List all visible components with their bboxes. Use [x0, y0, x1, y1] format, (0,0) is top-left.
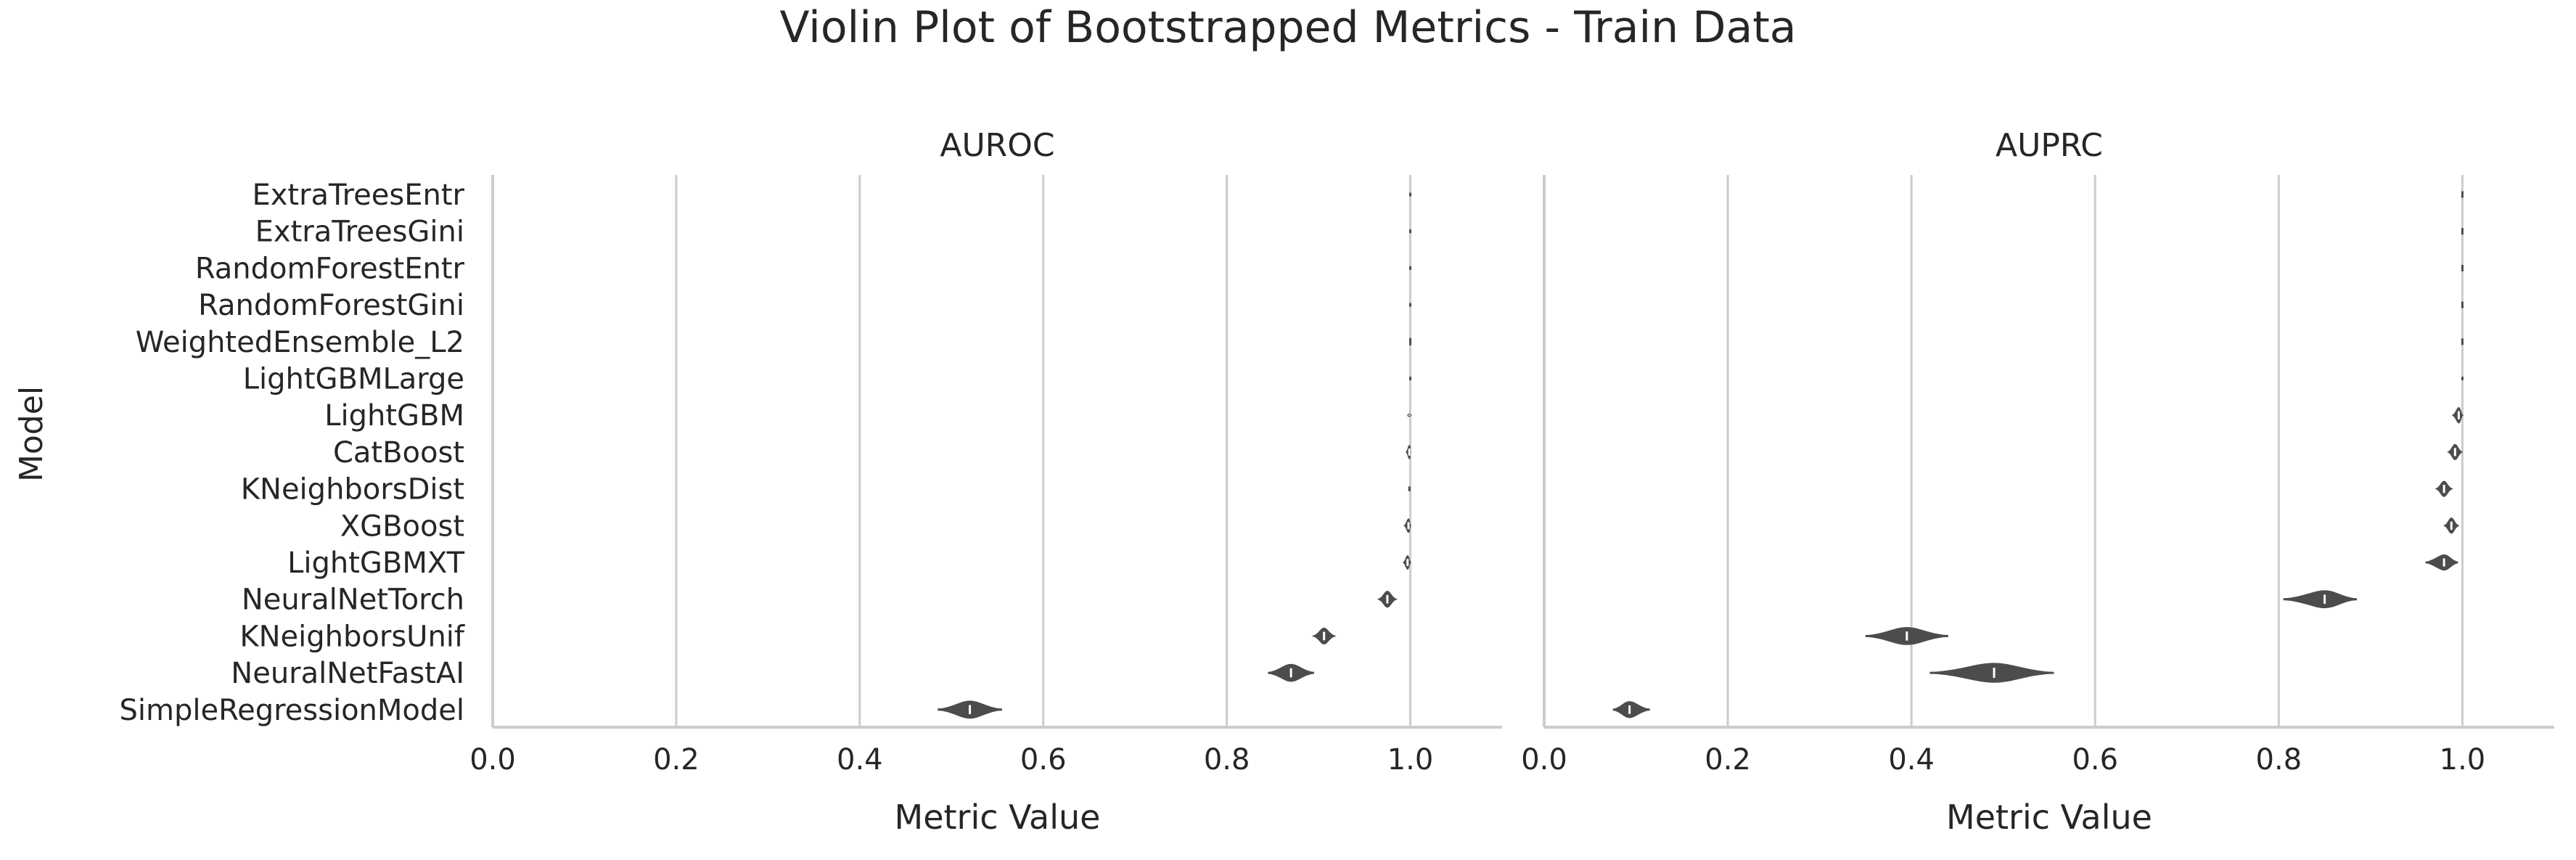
x-tick-label: 0.2 — [653, 743, 700, 777]
y-tick-label: XGBoost — [340, 509, 464, 543]
y-tick-label: LightGBMXT — [287, 546, 464, 580]
y-tick-label: KNeighborsUnif — [239, 620, 465, 653]
y-tick-label: LightGBMLarge — [243, 363, 464, 396]
violin — [1865, 626, 1948, 645]
x-tick-label: 0.8 — [2256, 743, 2302, 777]
x-tick-label: 0.6 — [1020, 743, 1067, 777]
x-tick-label: 0.4 — [837, 743, 883, 777]
violin — [2443, 517, 2460, 534]
violin — [2451, 407, 2464, 424]
violin — [2447, 443, 2464, 461]
y-tick-label: NeuralNetTorch — [242, 583, 464, 617]
y-tick-label: WeightedEnsemble_L2 — [136, 326, 464, 359]
y-tick-label: KNeighborsDist — [241, 473, 464, 507]
violin — [1406, 445, 1411, 459]
y-tick-label: RandomForestGini — [198, 289, 464, 322]
violin — [1407, 413, 1413, 417]
violin — [1311, 627, 1337, 645]
violin — [1929, 663, 2054, 683]
violin — [1402, 555, 1412, 570]
x-tick-label: 0.0 — [469, 743, 516, 777]
x-tick-label: 0.6 — [2072, 743, 2118, 777]
y-tick-label: LightGBM — [324, 399, 464, 433]
figure-title: Violin Plot of Bootstrapped Metrics - Tr… — [779, 2, 1796, 53]
violin — [1268, 663, 1314, 682]
violin — [1612, 701, 1650, 718]
violin — [938, 700, 1002, 719]
x-tick-label: 0.4 — [1888, 743, 1935, 777]
violin — [1377, 591, 1398, 608]
x-tick-label: 1.0 — [1387, 743, 1434, 777]
x-tick-label: 1.0 — [2440, 743, 2486, 777]
violin — [2283, 590, 2358, 609]
panel-title: AUROC — [940, 127, 1054, 164]
y-tick-label: NeuralNetFastAI — [231, 657, 464, 690]
y-tick-label: CatBoost — [333, 436, 464, 470]
violin — [2425, 554, 2458, 571]
panel-auroc: AUROC 0.0 0.2 0.4 0.6 0.8 1.0 Metric Value Extra… — [120, 127, 1502, 837]
y-tick-label: RandomForestEntr — [195, 252, 465, 285]
x-axis-label: Metric Value — [1946, 798, 2152, 837]
panel-title: AUPRC — [1995, 127, 2103, 164]
y-tick-label: ExtraTreesGini — [255, 216, 464, 249]
x-tick-label: 0.8 — [1204, 743, 1250, 777]
y-axis-label: Model — [13, 386, 50, 482]
x-axis-label: Metric Value — [895, 798, 1101, 837]
violin — [2435, 480, 2453, 497]
x-tick-label: 0.2 — [1705, 743, 1751, 777]
y-tick-label: SimpleRegressionModel — [120, 694, 464, 727]
y-tick-label: ExtraTreesEntr — [252, 179, 464, 212]
violin — [1403, 518, 1411, 533]
panel-auprc: AUPRC 0.0 0.2 0.4 0.6 0.8 1.0 Metric Value — [1521, 127, 2554, 837]
x-tick-label: 0.0 — [1521, 743, 1567, 777]
